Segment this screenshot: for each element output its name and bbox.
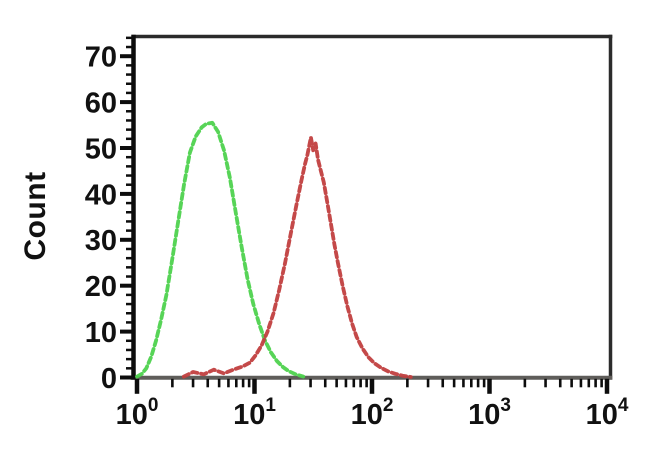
- y-axis-title: Count: [19, 171, 52, 261]
- x-tick-label: 104: [586, 395, 629, 431]
- green-histogram-curve: [135, 120, 306, 379]
- y-tick-label: 20: [85, 271, 117, 303]
- y-tick-label: 60: [85, 88, 117, 120]
- y-tick-label: 10: [85, 317, 117, 349]
- red-histogram-curve: [181, 135, 413, 379]
- y-tick-label: 0: [101, 363, 117, 395]
- y-tick-label: 40: [85, 179, 117, 211]
- x-tick-label: 102: [351, 395, 394, 431]
- y-tick-label: 30: [85, 225, 117, 257]
- x-tick-label: 101: [233, 395, 276, 431]
- x-tick-label: 100: [116, 395, 159, 431]
- x-tick-label: 103: [468, 395, 511, 431]
- y-tick-label: 50: [85, 133, 117, 165]
- y-tick-label: 70: [85, 42, 117, 74]
